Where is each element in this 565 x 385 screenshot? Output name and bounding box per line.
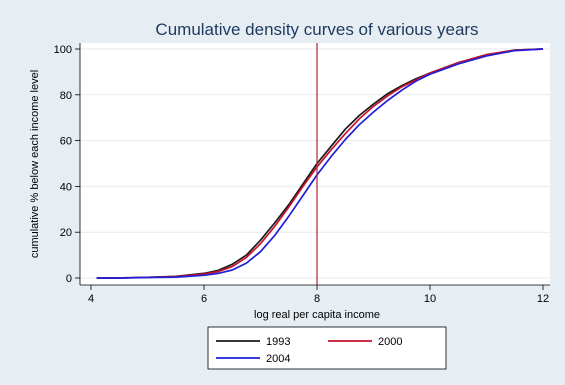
legend-label-1993: 1993 [266,336,290,348]
x-tick-label-4: 4 [88,293,94,305]
y-tick-label-80: 80 [60,90,72,102]
plot-area [80,43,550,285]
y-axis-label: cumulative % below each income level [29,70,41,258]
x-tick-label-6: 6 [201,293,207,305]
y-tick-label-0: 0 [66,273,72,285]
x-tick-label-12: 12 [537,293,549,305]
y-tick-label-100: 100 [54,44,72,56]
y-tick-label-40: 40 [60,181,72,193]
x-axis-label: log real per capita income [254,309,380,321]
axes [75,43,550,290]
legend: 1993 2000 2004 [207,326,447,370]
chart-title: Cumulative density curves of various yea… [155,20,478,39]
x-tick-label-10: 10 [424,293,436,305]
legend-label-2000: 2000 [378,336,402,348]
x-tick-label-8: 8 [314,293,320,305]
y-tick-label-20: 20 [60,227,72,239]
tick-labels: 0 20 40 60 80 100 4 6 8 10 12 [54,44,549,305]
legend-box [207,326,447,370]
y-tick-label-60: 60 [60,136,72,148]
legend-label-2004: 2004 [266,353,290,365]
